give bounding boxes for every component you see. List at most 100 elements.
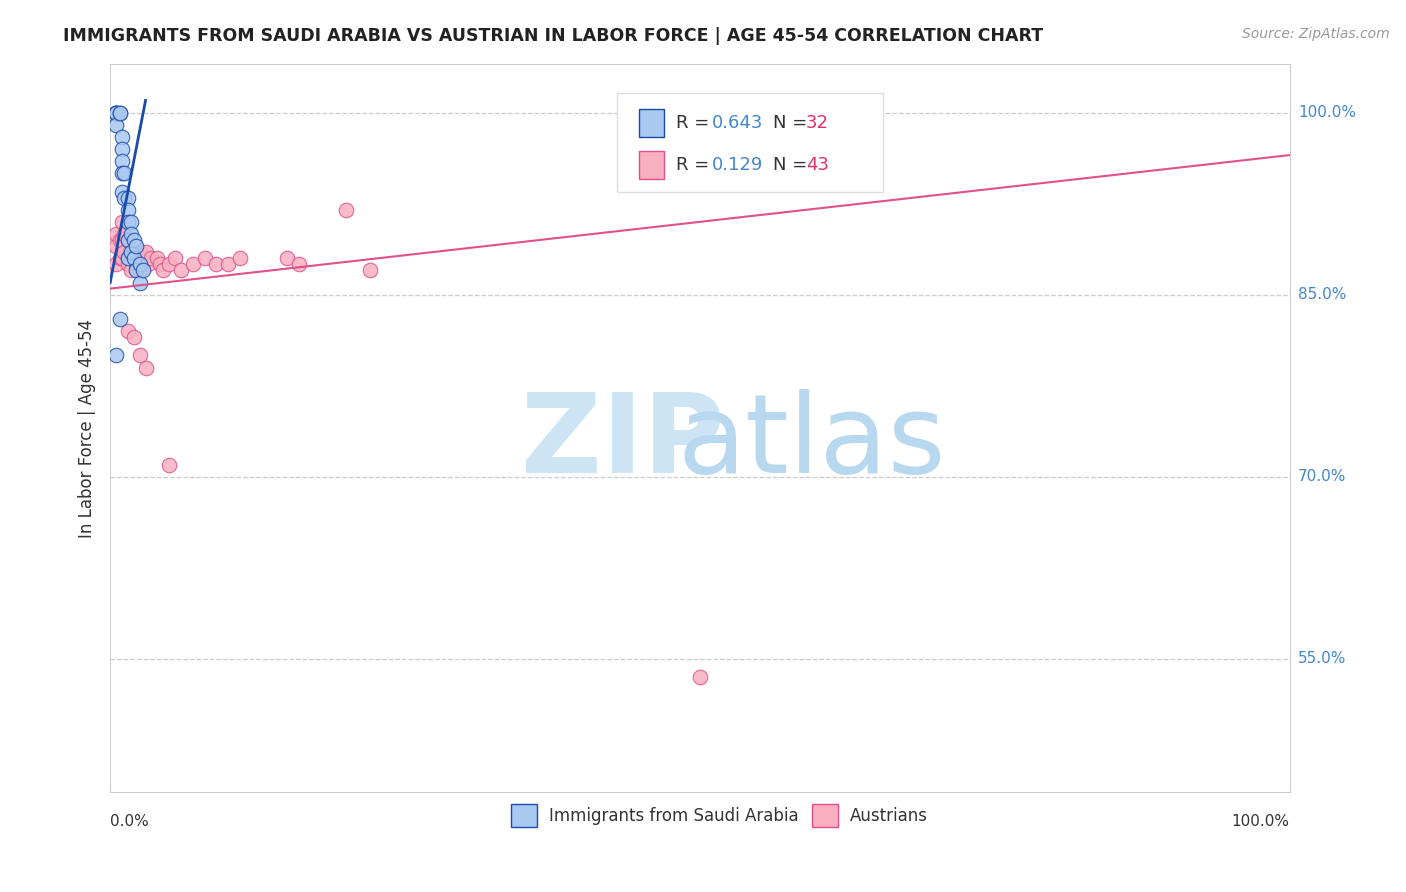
Point bbox=[111, 252, 134, 266]
Text: 100.0%: 100.0% bbox=[1298, 105, 1355, 120]
Point bbox=[120, 227, 142, 241]
Text: atlas: atlas bbox=[678, 389, 946, 496]
Point bbox=[149, 257, 172, 271]
Point bbox=[125, 263, 148, 277]
Point bbox=[117, 257, 139, 271]
Point bbox=[122, 233, 145, 247]
Point bbox=[112, 166, 135, 180]
Point bbox=[117, 190, 139, 204]
Point bbox=[136, 257, 159, 271]
Point bbox=[120, 263, 142, 277]
Point bbox=[105, 227, 128, 241]
Point bbox=[128, 257, 150, 271]
Text: 55.0%: 55.0% bbox=[1298, 651, 1346, 666]
Point bbox=[111, 154, 134, 169]
Text: IMMIGRANTS FROM SAUDI ARABIA VS AUSTRIAN IN LABOR FORCE | AGE 45-54 CORRELATION : IMMIGRANTS FROM SAUDI ARABIA VS AUSTRIAN… bbox=[63, 27, 1043, 45]
Point bbox=[117, 202, 139, 217]
Point bbox=[105, 105, 128, 120]
Point bbox=[112, 245, 135, 260]
FancyBboxPatch shape bbox=[638, 109, 665, 136]
FancyBboxPatch shape bbox=[811, 804, 838, 827]
Point bbox=[120, 245, 142, 260]
Point bbox=[105, 105, 128, 120]
Point bbox=[111, 185, 134, 199]
Text: ZIP: ZIP bbox=[522, 389, 725, 496]
Point bbox=[108, 105, 131, 120]
Point bbox=[105, 105, 128, 120]
Point bbox=[105, 239, 128, 253]
Point bbox=[181, 257, 204, 271]
Point bbox=[108, 105, 131, 120]
Point bbox=[229, 252, 252, 266]
Point bbox=[108, 312, 131, 326]
Text: 100.0%: 100.0% bbox=[1232, 814, 1289, 830]
Point bbox=[170, 263, 193, 277]
Point bbox=[111, 129, 134, 144]
Point bbox=[120, 245, 142, 260]
Point bbox=[117, 233, 139, 247]
Point bbox=[689, 670, 711, 684]
Text: 43: 43 bbox=[806, 156, 830, 174]
Text: N =: N = bbox=[773, 156, 813, 174]
Text: 32: 32 bbox=[806, 114, 830, 132]
FancyBboxPatch shape bbox=[638, 152, 665, 179]
Text: 70.0%: 70.0% bbox=[1298, 469, 1346, 484]
Point bbox=[205, 257, 228, 271]
Point bbox=[117, 252, 139, 266]
Point bbox=[105, 348, 128, 362]
Text: R =: R = bbox=[676, 156, 716, 174]
Point bbox=[146, 252, 169, 266]
Point bbox=[122, 252, 145, 266]
Point bbox=[122, 330, 145, 344]
Point bbox=[105, 257, 128, 271]
Point bbox=[112, 190, 135, 204]
Point bbox=[135, 245, 157, 260]
Point bbox=[335, 202, 357, 217]
Point bbox=[128, 263, 150, 277]
Y-axis label: In Labor Force | Age 45-54: In Labor Force | Age 45-54 bbox=[79, 318, 96, 538]
Point bbox=[359, 263, 381, 277]
Point bbox=[141, 252, 163, 266]
FancyBboxPatch shape bbox=[617, 93, 883, 192]
Text: 0.0%: 0.0% bbox=[110, 814, 149, 830]
Point bbox=[120, 215, 142, 229]
Text: 85.0%: 85.0% bbox=[1298, 287, 1346, 302]
Point bbox=[108, 233, 131, 247]
Text: R =: R = bbox=[676, 114, 716, 132]
Point bbox=[105, 118, 128, 132]
Point bbox=[117, 233, 139, 247]
Point bbox=[122, 245, 145, 260]
Point bbox=[128, 276, 150, 290]
Point bbox=[128, 245, 150, 260]
Point bbox=[117, 215, 139, 229]
Point bbox=[157, 257, 180, 271]
Point bbox=[111, 215, 134, 229]
Point bbox=[111, 142, 134, 156]
Point bbox=[117, 324, 139, 338]
Text: Austrians: Austrians bbox=[849, 806, 928, 824]
Point bbox=[105, 105, 128, 120]
Text: N =: N = bbox=[773, 114, 813, 132]
Point bbox=[276, 252, 298, 266]
Text: 0.643: 0.643 bbox=[711, 114, 763, 132]
Text: Immigrants from Saudi Arabia: Immigrants from Saudi Arabia bbox=[548, 806, 799, 824]
Point bbox=[132, 263, 155, 277]
Point bbox=[111, 166, 134, 180]
Point bbox=[193, 252, 215, 266]
Point bbox=[288, 257, 311, 271]
Point bbox=[128, 348, 150, 362]
Point bbox=[125, 239, 148, 253]
Point bbox=[108, 252, 131, 266]
Point bbox=[217, 257, 239, 271]
Point bbox=[105, 105, 128, 120]
Text: 0.129: 0.129 bbox=[711, 156, 763, 174]
Point bbox=[125, 257, 148, 271]
Point bbox=[135, 360, 157, 375]
Point bbox=[163, 252, 186, 266]
FancyBboxPatch shape bbox=[512, 804, 537, 827]
Point bbox=[111, 233, 134, 247]
Point bbox=[112, 227, 135, 241]
Point bbox=[157, 458, 180, 472]
Point bbox=[117, 252, 139, 266]
Point bbox=[152, 263, 174, 277]
